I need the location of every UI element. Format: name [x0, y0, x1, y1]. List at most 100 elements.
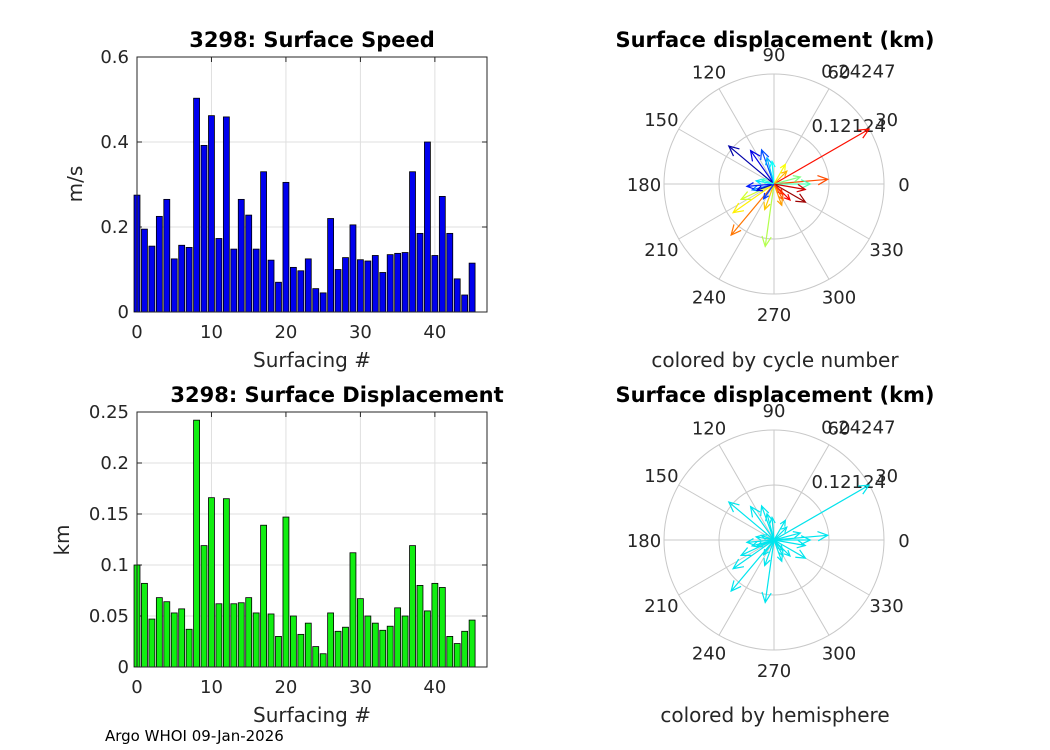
arrow-shaft: [773, 128, 870, 185]
arrow-head: [730, 580, 742, 593]
radial-tick-label: 0.12124: [812, 472, 886, 493]
bar: [170, 612, 178, 668]
x-tick-label: 40: [423, 322, 446, 343]
bar: [282, 516, 290, 668]
bar: [312, 646, 320, 668]
bar: [215, 603, 223, 668]
arrow-shaft: [766, 513, 775, 541]
arrow-shaft: [766, 157, 775, 185]
bar: [379, 629, 387, 668]
arrow-head: [858, 128, 871, 139]
arrow-head: [730, 224, 742, 237]
displacement-arrow: [727, 145, 775, 185]
arrow-head: [731, 202, 745, 214]
displacement-arrow: [731, 183, 775, 214]
bar: [327, 218, 334, 313]
bar: [237, 602, 245, 668]
bar: [245, 214, 253, 313]
arrow-shaft: [773, 183, 806, 203]
bar: [275, 281, 282, 313]
bar: [230, 248, 238, 313]
y-tick-label: 0: [118, 657, 129, 678]
arrow-head: [777, 549, 784, 557]
arrow-shaft: [771, 161, 775, 185]
arrow-shaft: [773, 539, 784, 551]
bar: [297, 633, 305, 668]
bar: [409, 545, 416, 668]
bar: [215, 238, 223, 313]
bar: [193, 97, 200, 313]
arrow-head: [760, 504, 770, 517]
displacement-arrow: [765, 156, 775, 185]
arrow-head: [749, 149, 761, 162]
arrow-shaft: [763, 539, 775, 556]
arrow-head: [780, 526, 788, 534]
arrow-head: [776, 198, 783, 207]
polar-hemisphere-subtitle: colored by hemisphere: [660, 703, 889, 727]
displacement-arrow: [773, 484, 871, 541]
angle-label: 240: [692, 288, 726, 309]
arrow-head: [761, 591, 772, 604]
angle-label: 90: [763, 45, 786, 66]
bar: [260, 171, 267, 313]
angle-label: 150: [644, 466, 678, 487]
bar: [357, 598, 364, 668]
arrow-shaft: [773, 534, 828, 541]
axes-box: [136, 411, 488, 668]
displacement-arrow: [759, 178, 775, 185]
polar-displacement-by-hemisphere: Surface displacement (km) colored by hem…: [615, 383, 934, 727]
arrow-shaft: [773, 526, 788, 541]
bar: [379, 272, 387, 313]
arrow-shaft: [728, 501, 775, 541]
bar: [371, 622, 379, 668]
arrow-shaft: [746, 183, 775, 187]
bar: [342, 257, 349, 313]
arrow-head: [763, 201, 771, 211]
displacement-arrow: [730, 183, 775, 237]
displacement-arrow: [773, 163, 787, 185]
surface-displacement-bar-chart: 3298: Surface Displacement Surfacing # k…: [50, 383, 504, 727]
arrow-shaft: [773, 176, 801, 185]
polar-cycle-title: Surface displacement (km): [615, 28, 934, 52]
y-tick-label: 0.4: [100, 132, 129, 153]
angle-label: 0: [898, 531, 909, 552]
y-tick-label: 0.15: [89, 504, 129, 525]
arrow-shaft: [773, 183, 784, 195]
displacement-arrow: [745, 538, 775, 546]
bar: [357, 259, 364, 313]
bar: [148, 618, 156, 668]
axes-box: [136, 56, 488, 313]
displacement-arrow: [769, 515, 776, 541]
arrow-head: [800, 179, 812, 189]
bar: [230, 603, 238, 668]
bar: [304, 622, 312, 668]
bar: [349, 224, 357, 313]
bar: [468, 262, 476, 313]
arrow-head: [754, 178, 763, 185]
displacement-arrow: [773, 175, 802, 185]
bar: [371, 255, 379, 313]
displacement-arrow: [773, 530, 830, 542]
surface-displacement-xlabel: Surfacing #: [253, 703, 371, 727]
arrow-shaft: [750, 150, 775, 185]
displacement-arrow: [761, 183, 775, 248]
bar: [319, 292, 327, 313]
angle-label: 150: [644, 110, 678, 131]
arrow-head: [817, 174, 830, 186]
displacement-arrow: [727, 501, 775, 541]
angle-label: 210: [644, 240, 678, 261]
bar: [386, 254, 394, 313]
bar: [252, 248, 260, 313]
displacement-arrow: [774, 535, 812, 545]
bar: [364, 260, 372, 313]
bar: [148, 245, 156, 313]
arrow-shaft: [756, 539, 775, 547]
arrow-head: [858, 484, 871, 495]
arrow-head: [776, 554, 783, 563]
arrow-shaft: [730, 183, 775, 236]
angle-label: 210: [644, 596, 678, 617]
bar: [222, 116, 230, 313]
bar: [170, 258, 178, 313]
arrow-head: [769, 515, 776, 524]
arrow-head: [727, 501, 740, 513]
